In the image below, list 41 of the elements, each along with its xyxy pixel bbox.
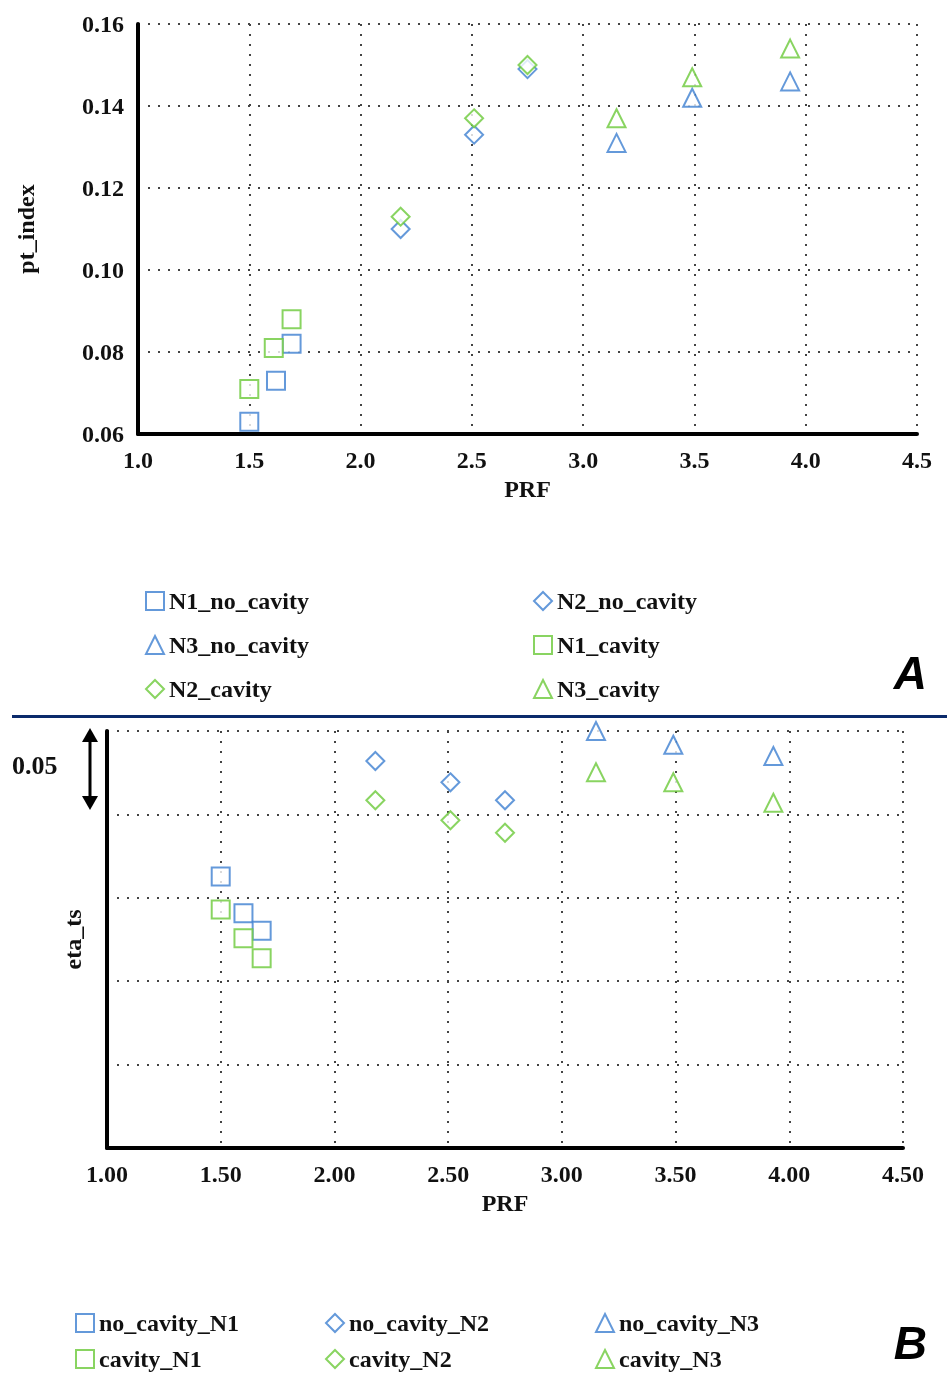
x-tick-label: 3.0 xyxy=(568,447,599,473)
x-tick-label: 2.50 xyxy=(427,1161,470,1187)
legend-label: no_cavity_N3 xyxy=(619,1310,759,1336)
legend-label: cavity_N3 xyxy=(619,1346,722,1372)
y-tick-label: 0.16 xyxy=(82,11,124,37)
x-tick-label: 2.00 xyxy=(313,1161,356,1187)
x-tick-label: 1.0 xyxy=(123,447,153,473)
y-tick-label: 0.14 xyxy=(82,93,124,119)
x-tick-label: 4.50 xyxy=(882,1161,924,1187)
text: 0.05 xyxy=(12,750,58,780)
y-axis-title: eta_ts xyxy=(60,909,86,970)
x-tick-label: 3.50 xyxy=(654,1161,697,1187)
legend-label: cavity_N2 xyxy=(349,1346,452,1372)
x-tick-label: 4.5 xyxy=(902,447,932,473)
x-tick-label: 2.5 xyxy=(456,447,487,473)
x-tick-label: 1.5 xyxy=(234,447,265,473)
legend-label: cavity_N1 xyxy=(99,1346,202,1372)
x-tick-label: 2.0 xyxy=(345,447,376,473)
y-tick-label: 0.12 xyxy=(82,175,124,201)
y-axis-title: pt_index xyxy=(13,184,39,274)
x-axis-title: PRF xyxy=(504,475,551,502)
legend-label: N1_no_cavity xyxy=(169,588,309,614)
x-axis-title: PRF xyxy=(481,1189,529,1216)
y-tick-label: 0.06 xyxy=(82,421,124,447)
x-tick-label: 3.00 xyxy=(540,1161,583,1187)
text: B xyxy=(893,1317,928,1369)
text: A xyxy=(892,647,928,699)
x-tick-label: 4.0 xyxy=(790,447,821,473)
legend-label: N2_no_cavity xyxy=(557,588,697,614)
x-tick-label: 1.00 xyxy=(86,1161,128,1187)
legend-label: no_cavity_N2 xyxy=(349,1310,489,1336)
legend-label: no_cavity_N1 xyxy=(99,1310,239,1336)
x-tick-label: 4.00 xyxy=(768,1161,811,1187)
x-tick-label: 3.5 xyxy=(679,447,710,473)
legend-label: N2_cavity xyxy=(169,676,272,702)
y-tick-label: 0.10 xyxy=(82,257,124,283)
y-tick-label: 0.08 xyxy=(82,339,124,365)
legend-label: N3_no_cavity xyxy=(169,632,309,658)
legend-label: N1_cavity xyxy=(557,632,660,658)
legend-label: N3_cavity xyxy=(557,676,660,702)
x-tick-label: 1.50 xyxy=(199,1161,242,1187)
